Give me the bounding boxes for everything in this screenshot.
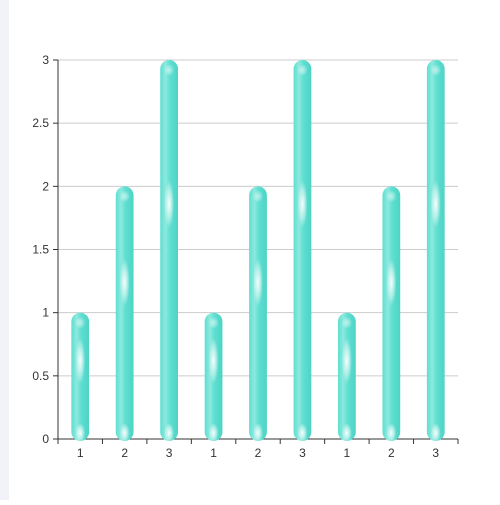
bar-group [382,186,401,443]
y-tick-label: 2 [42,179,49,193]
bar-glow-bottom [253,423,263,443]
bar-glow-mid [386,258,397,307]
bar-group [293,60,312,443]
bar-glow-top [208,316,219,329]
bar-group [338,312,356,443]
bar-glow-bottom [341,423,352,443]
bar-glow-top [430,64,442,76]
bar-glow-mid [430,180,441,229]
bar-glow-top [163,64,175,76]
bar-glow-mid [253,258,263,307]
bar-glow-bottom [119,423,130,443]
y-tick-label: 0.5 [32,369,49,383]
bar-group [115,186,134,443]
bar-glow-top [297,64,308,76]
x-tick-label: 3 [299,446,306,460]
bar [249,186,267,441]
bar [160,60,178,441]
bar-glow-bottom [430,423,441,443]
bar-group [426,60,445,443]
bar [115,186,134,441]
bar-glow-mid [208,337,219,384]
bar-glow-top [74,316,86,329]
bar-glow-bottom [208,423,219,443]
y-tick-label: 1.5 [32,243,49,257]
bar-glow-bottom [164,423,175,443]
bar [382,186,401,441]
y-tick-label: 2.5 [32,116,49,130]
y-tick-label: 3 [42,53,49,67]
left-edge-strip [0,0,9,500]
bar-glow-bottom [297,423,308,443]
bar-glow-mid [297,180,308,229]
y-tick-label: 1 [42,306,49,320]
bar-glow-bottom [386,423,397,443]
x-tick-label: 2 [255,446,262,460]
x-tick-label: 2 [388,446,395,460]
bar-glow-top [252,190,264,203]
bar-glow-top [386,190,397,203]
bar-glow-top [119,190,130,203]
chart-container: 0 0.5 1 1.5 2 2.5 3 1 2 3 1 2 3 1 2 3 [9,0,500,500]
bar-chart: 0 0.5 1 1.5 2 2.5 3 1 2 3 1 2 3 1 2 3 [32,53,459,460]
y-tick-label: 0 [42,432,49,446]
bar-glow-mid [341,337,352,384]
bar-group [249,186,267,443]
bar-group [204,312,223,443]
bar-glow-mid [119,258,130,307]
bar-glow-mid [164,180,175,229]
bar-glow-top [341,316,353,329]
bar [293,60,312,441]
bar [426,60,445,441]
bar-group [160,60,178,443]
x-tick-label: 2 [121,446,128,460]
x-tick-label: 1 [344,446,351,460]
x-tick-label: 3 [432,446,439,460]
x-tick-label: 3 [166,446,173,460]
bar-glow-bottom [75,423,86,443]
bar-glow-mid [75,337,86,384]
bar-group [71,312,90,443]
x-tick-label: 1 [77,446,84,460]
x-tick-label: 1 [210,446,217,460]
